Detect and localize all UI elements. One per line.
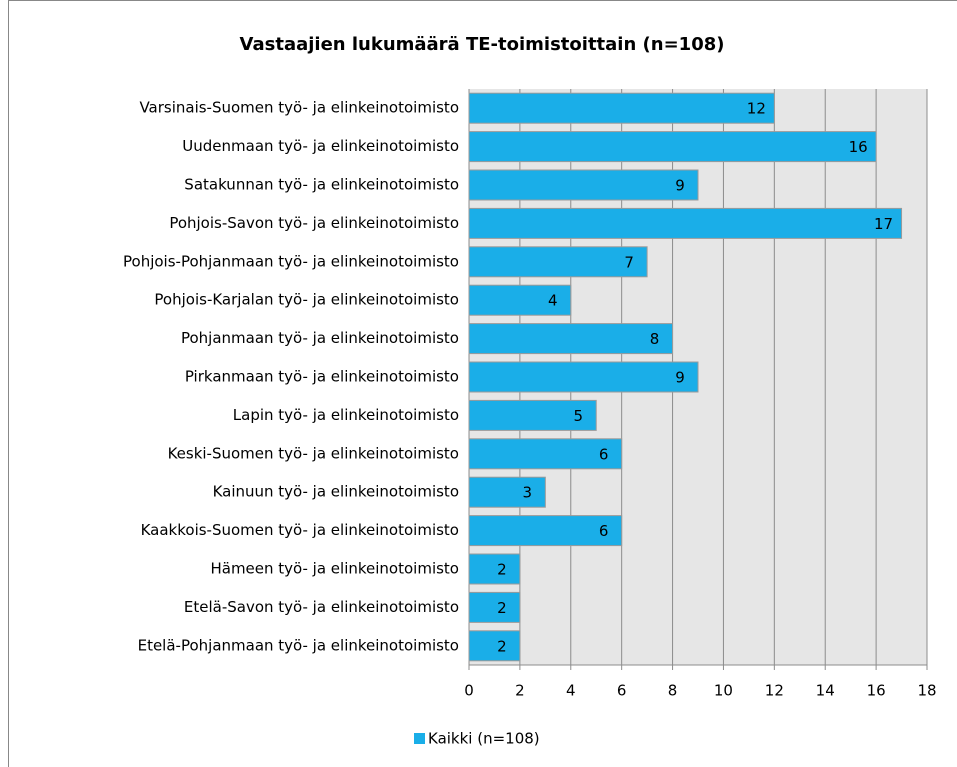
- y-tick-label: Pohjanmaan työ- ja elinkeinotoimisto: [181, 329, 459, 347]
- value-label: 8: [650, 330, 660, 348]
- x-tick-label: 14: [816, 682, 835, 700]
- y-tick-label: Pohjois-Karjalan työ- ja elinkeinotoimis…: [154, 291, 459, 309]
- value-label: 12: [747, 100, 766, 118]
- bar: [468, 284, 572, 316]
- y-tick-label: Satakunnan työ- ja elinkeinotoimisto: [184, 176, 459, 194]
- x-tick-label: 16: [867, 682, 886, 700]
- y-tick-label: Kaakkois-Suomen työ- ja elinkeinotoimist…: [141, 521, 459, 539]
- value-label: 7: [624, 253, 634, 271]
- y-tick-label: Uudenmaan työ- ja elinkeinotoimisto: [182, 137, 459, 155]
- bar: [468, 399, 597, 431]
- value-label: 5: [573, 407, 583, 425]
- y-tick-label: Pirkanmaan työ- ja elinkeinotoimisto: [185, 368, 459, 386]
- y-tick-label: Varsinais-Suomen työ- ja elinkeinotoimis…: [139, 99, 459, 117]
- bar: [468, 515, 623, 547]
- bar: [468, 323, 674, 355]
- x-tick-label: 6: [617, 682, 627, 700]
- x-tick-label: 10: [714, 682, 733, 700]
- y-tick-label: Lapin työ- ja elinkeinotoimisto: [233, 406, 459, 424]
- value-label: 4: [548, 292, 558, 310]
- value-label: 17: [874, 215, 893, 233]
- x-tick-label: 0: [464, 682, 474, 700]
- value-label: 9: [675, 369, 685, 387]
- bar: [468, 476, 546, 508]
- value-label: 2: [497, 599, 507, 617]
- y-tick-label: Etelä-Pohjanmaan työ- ja elinkeinotoimis…: [138, 636, 459, 654]
- y-tick-label: Kainuun työ- ja elinkeinotoimisto: [213, 483, 459, 501]
- value-label: 9: [675, 177, 685, 195]
- bar: [468, 169, 699, 201]
- value-label: 2: [497, 561, 507, 579]
- chart-title: Vastaajien lukumäärä TE-toimistoittain (…: [240, 34, 725, 55]
- legend-swatch: [414, 733, 425, 744]
- value-label: 6: [599, 522, 609, 540]
- x-tick-label: 4: [566, 682, 576, 700]
- x-tick-label: 18: [917, 682, 936, 700]
- x-tick-label: 8: [668, 682, 678, 700]
- bar: [468, 92, 775, 124]
- bar: [468, 630, 521, 662]
- y-tick-label: Keski-Suomen työ- ja elinkeinotoimisto: [168, 444, 459, 462]
- bar: [468, 591, 521, 623]
- value-label: 2: [497, 637, 507, 655]
- y-tick-label: Pohjois-Pohjanmaan työ- ja elinkeinotoim…: [123, 252, 459, 270]
- x-tick-label: 12: [765, 682, 784, 700]
- bar: [468, 553, 521, 585]
- bar: [468, 207, 903, 239]
- value-label: 16: [849, 138, 868, 156]
- bar: [468, 246, 648, 278]
- value-label: 6: [599, 445, 609, 463]
- x-tick-label: 2: [515, 682, 525, 700]
- bar: [468, 438, 623, 470]
- bar: [468, 361, 699, 393]
- y-tick-label: Hämeen työ- ja elinkeinotoimisto: [210, 560, 459, 578]
- bar: [468, 131, 877, 163]
- value-label: 3: [523, 484, 533, 502]
- y-tick-label: Pohjois-Savon työ- ja elinkeinotoimisto: [169, 214, 459, 232]
- y-tick-label: Etelä-Savon työ- ja elinkeinotoimisto: [184, 598, 459, 616]
- legend-label: Kaikki (n=108): [428, 730, 540, 748]
